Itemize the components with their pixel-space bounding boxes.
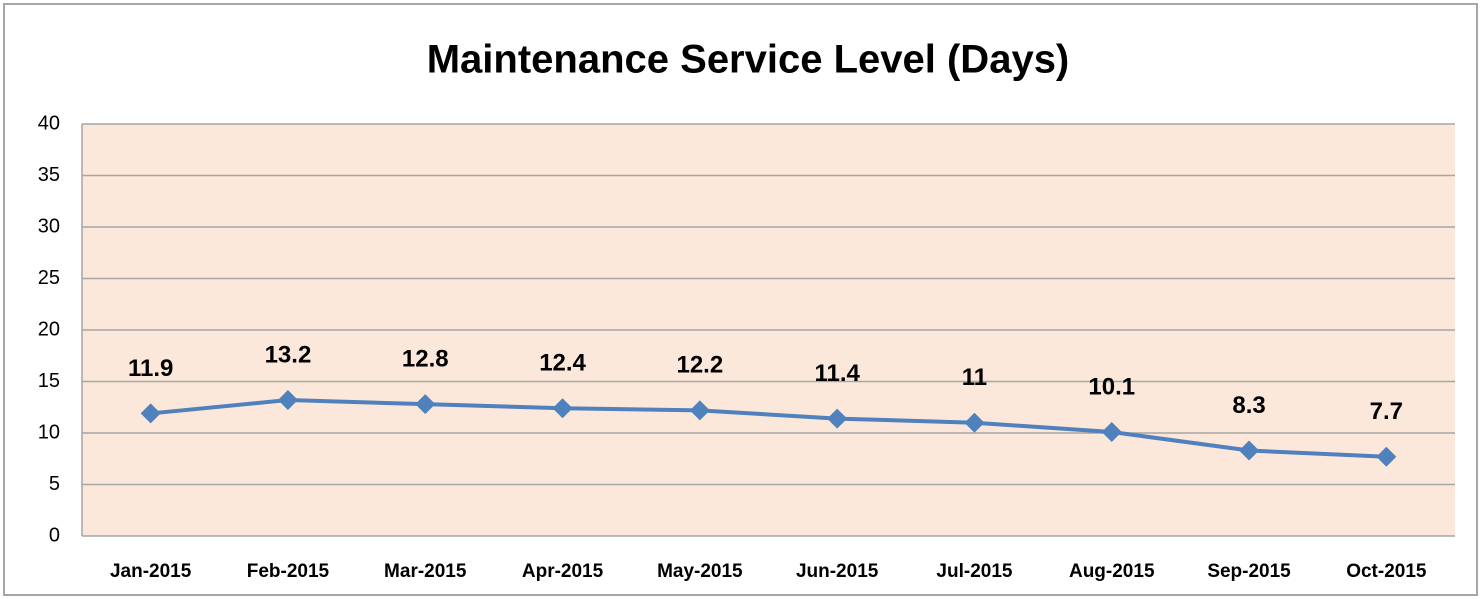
data-label: 11	[962, 364, 987, 391]
x-tick-label: Sep-2015	[1207, 561, 1291, 582]
data-point	[415, 394, 436, 415]
y-tick-label: 30	[38, 215, 60, 237]
x-tick-label: May-2015	[657, 561, 743, 582]
x-tick-label: Oct-2015	[1346, 561, 1427, 582]
y-tick-label: 5	[49, 473, 60, 495]
x-tick-label: Mar-2015	[384, 561, 467, 582]
y-tick-label: 20	[38, 318, 60, 340]
data-point	[827, 408, 848, 429]
data-label: 12.4	[539, 350, 586, 377]
data-point	[1376, 446, 1397, 467]
data-point	[1101, 421, 1122, 442]
data-point	[552, 398, 573, 419]
data-point	[140, 403, 161, 424]
y-tick-label: 25	[38, 267, 60, 289]
data-point	[689, 400, 710, 421]
x-tick-label: Jan-2015	[110, 561, 192, 582]
data-line	[150, 398, 1387, 459]
data-point	[1239, 440, 1260, 461]
data-label: 11.4	[814, 360, 860, 387]
y-tick-label: 35	[38, 164, 60, 186]
data-label: 10.1	[1088, 373, 1135, 400]
y-tick-label: 0	[49, 524, 60, 546]
data-label: 12.8	[402, 346, 449, 373]
data-label: 13.2	[265, 341, 312, 368]
x-tick-label: Jul-2015	[936, 561, 1012, 582]
x-tick-label: Jun-2015	[796, 561, 879, 582]
data-label: 12.2	[676, 352, 723, 379]
data-label: 7.7	[1370, 398, 1403, 425]
data-point	[964, 412, 985, 433]
data-label: 11.9	[128, 355, 173, 382]
chart-title: Maintenance Service Level (Days)	[427, 38, 1070, 82]
y-tick-label: 15	[38, 370, 60, 392]
y-tick-label: 10	[38, 421, 60, 443]
x-tick-label: Aug-2015	[1069, 561, 1155, 582]
x-tick-label: Feb-2015	[247, 561, 330, 582]
y-tick-label: 40	[38, 112, 60, 134]
data-point	[277, 390, 298, 411]
data-label: 8.3	[1232, 392, 1265, 419]
x-tick-label: Apr-2015	[522, 561, 604, 582]
